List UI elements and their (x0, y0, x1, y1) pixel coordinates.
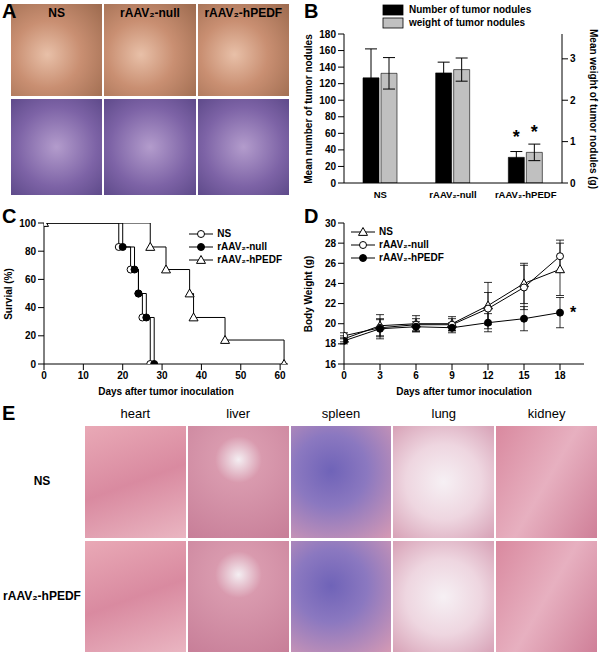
html-text:rAAV₂-null: rAAV₂-null (120, 6, 180, 20)
svg-text:100: 100 (319, 95, 336, 106)
svg-text:1: 1 (570, 136, 576, 147)
html-text:Body Weight (g): Body Weight (g) (302, 255, 314, 332)
html-text:rAAV₂-null: rAAV₂-null (379, 239, 429, 250)
svg-text:rAAV₂-null: rAAV₂-null (429, 189, 476, 200)
svg-text:40: 40 (25, 302, 37, 313)
html-text:lung: lung (431, 406, 457, 421)
html-text:rAAV₂-hPEDF: rAAV₂-hPEDF (3, 589, 81, 603)
svg-text:30: 30 (157, 370, 169, 381)
html-text:spleen: spleen (321, 406, 361, 421)
svg-text:60: 60 (25, 274, 37, 285)
html-text:E: E (2, 402, 16, 424)
html-text:rAAV₂-hPEDF: rAAV₂-hPEDF (217, 254, 282, 265)
svg-text:160: 160 (319, 45, 336, 56)
html-text:rAAV₂-hPEDF: rAAV₂-hPEDF (379, 252, 444, 263)
svg-text:2: 2 (570, 95, 576, 106)
svg-text:40: 40 (325, 144, 337, 155)
svg-text:50: 50 (235, 370, 247, 381)
html-text:Days after tumor inoculation: Days after tumor inoculation (98, 385, 234, 397)
svg-text:*: * (570, 304, 577, 321)
svg-text:10: 10 (78, 370, 90, 381)
svg-text:140: 140 (319, 62, 336, 73)
svg-text:28: 28 (325, 238, 337, 249)
svg-text:0: 0 (330, 178, 336, 189)
svg-text:9: 9 (449, 370, 455, 381)
html-text:kidney: kidney (527, 406, 566, 421)
html-text:D: D (304, 205, 319, 227)
svg-text:12: 12 (482, 370, 494, 381)
html-text:NS: NS (33, 474, 51, 488)
html-text:heart: heart (120, 406, 151, 421)
svg-text:22: 22 (325, 298, 337, 309)
svg-text:20: 20 (325, 318, 337, 329)
svg-text:100: 100 (19, 218, 36, 229)
svg-text:18: 18 (554, 370, 566, 381)
svg-text:rAAV₂-hPEDF: rAAV₂-hPEDF (495, 189, 557, 200)
svg-text:20: 20 (325, 161, 337, 172)
svg-text:60: 60 (275, 370, 287, 381)
svg-text:0: 0 (30, 359, 36, 370)
svg-text:*: * (531, 122, 538, 142)
html-text:NS: NS (217, 228, 232, 239)
svg-text:26: 26 (325, 258, 337, 269)
html-text:rAAV₂-hPEDF: rAAV₂-hPEDF (204, 6, 283, 20)
svg-text:*: * (513, 127, 520, 147)
html-text:Days after tumor inoculation: Days after tumor inoculation (396, 385, 532, 397)
html-text:weight of tumor nodules: weight of tumor nodules (409, 17, 526, 28)
html-text:Survial (%): Survial (%) (2, 267, 14, 320)
svg-text:15: 15 (518, 370, 530, 381)
svg-text:0: 0 (341, 370, 347, 381)
svg-text:3: 3 (570, 53, 576, 64)
html-text:B: B (304, 0, 319, 22)
html-text:liver: liver (226, 406, 251, 421)
svg-text:18: 18 (325, 338, 337, 349)
svg-text:80: 80 (325, 111, 337, 122)
svg-text:20: 20 (25, 330, 37, 341)
svg-text:120: 120 (319, 78, 336, 89)
svg-text:60: 60 (325, 128, 337, 139)
svg-text:3: 3 (377, 370, 383, 381)
html-text:NS: NS (48, 6, 65, 20)
svg-text:24: 24 (325, 278, 337, 289)
svg-text:20: 20 (117, 370, 129, 381)
html-text:A: A (2, 0, 17, 22)
html-text:rAAV₂-null: rAAV₂-null (217, 241, 267, 252)
svg-text:NS: NS (374, 189, 387, 200)
html-text:Mean number of tumor nodules: Mean number of tumor nodules (302, 34, 314, 184)
svg-text:0: 0 (570, 178, 576, 189)
html-text:Mean weight of tumor nodules (: Mean weight of tumor nodules (g) (587, 29, 599, 189)
svg-text:16: 16 (325, 359, 337, 370)
svg-text:80: 80 (25, 246, 37, 257)
html-text:NS: NS (379, 226, 393, 237)
svg-text:180: 180 (319, 29, 336, 40)
svg-text:6: 6 (413, 370, 419, 381)
svg-text:40: 40 (196, 370, 208, 381)
svg-text:0: 0 (41, 370, 47, 381)
html-text:Number of tumor nodules: Number of tumor nodules (409, 4, 532, 15)
html-text:C: C (2, 205, 17, 227)
svg-text:30: 30 (325, 218, 337, 229)
